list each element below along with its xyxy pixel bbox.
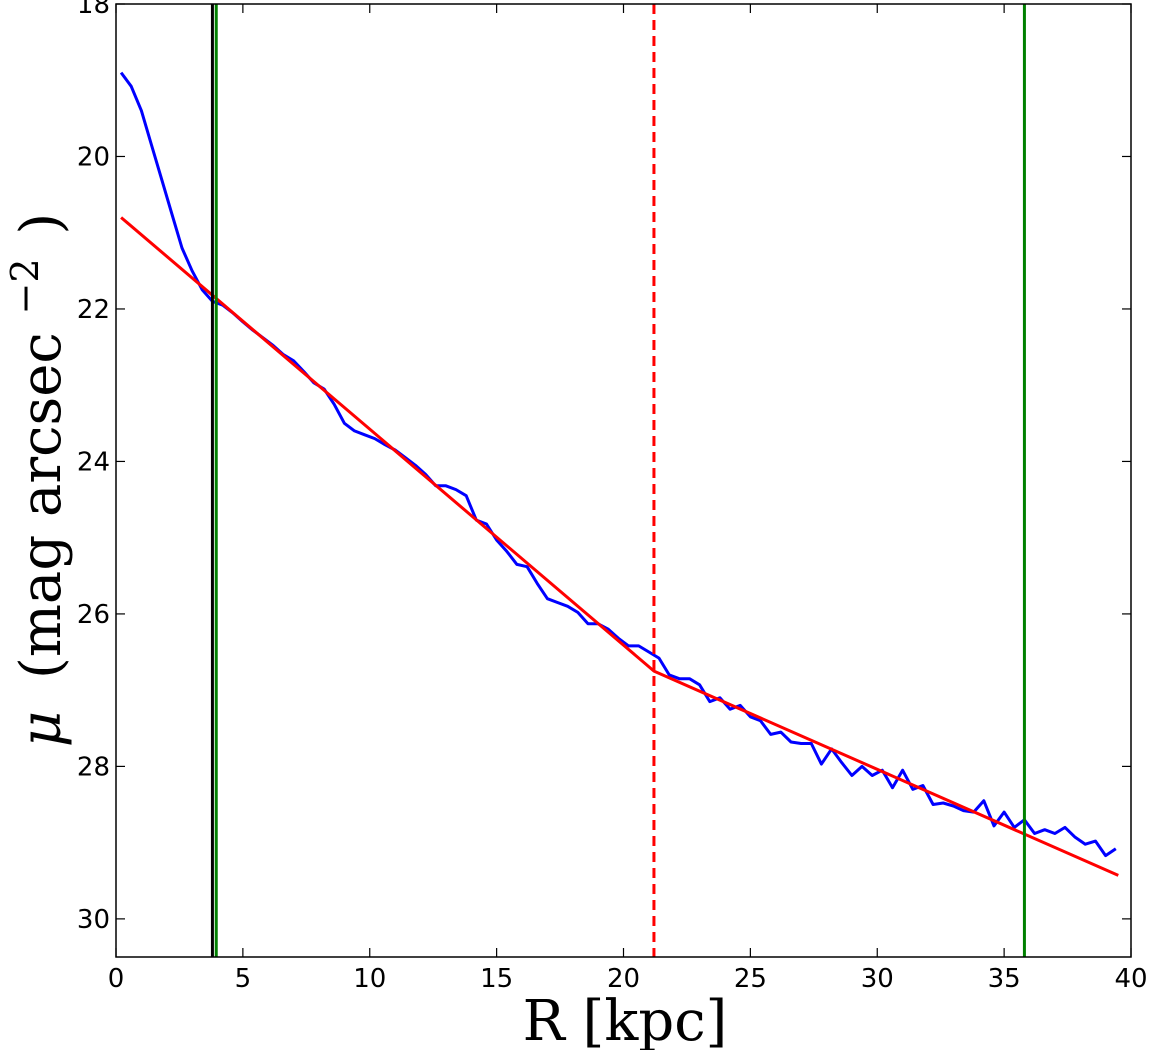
y-tick-label: 26: [77, 600, 110, 630]
y-axis-unit: (mag arcsec: [9, 332, 74, 679]
series-line-2: [120, 216, 1119, 877]
y-tick-label: 18: [77, 0, 110, 20]
y-tick-label: 30: [77, 905, 110, 935]
y-axis-exponent: −2: [3, 258, 47, 314]
y-axis-title: μ (mag arcsec −2 ): [0, 213, 74, 747]
x-tick-label: 40: [1114, 964, 1147, 994]
y-tick-label: 28: [77, 752, 110, 782]
y-tick-label: 22: [77, 295, 110, 325]
x-axis-title: R [kpc]: [523, 989, 728, 1050]
y-tick-label: 20: [77, 142, 110, 172]
y-tick-label: 24: [77, 447, 110, 477]
reference-lines: [210, 4, 1026, 957]
y-axis-close: ): [9, 213, 74, 235]
x-tick-label: 20: [607, 964, 640, 994]
series-layer: [119, 71, 1119, 877]
x-tick-label: 25: [734, 964, 767, 994]
svg-text:μ (mag arcsec −2: μ (mag arcsec −2 ): [0, 213, 74, 747]
x-tick-label: 35: [988, 964, 1021, 994]
axis-ticks: 0 5 10 15 20 25 30 35 40 18 20 22 24 26 28 30: [77, 0, 1148, 994]
x-tick-label: 30: [861, 964, 894, 994]
x-tick-label: 15: [480, 964, 513, 994]
x-tick-label: 0: [108, 964, 125, 994]
x-tick-label: 10: [353, 964, 386, 994]
x-tick-label: 5: [235, 964, 252, 994]
y-axis-symbol: μ: [9, 711, 74, 747]
series-line-1: [119, 71, 1117, 858]
